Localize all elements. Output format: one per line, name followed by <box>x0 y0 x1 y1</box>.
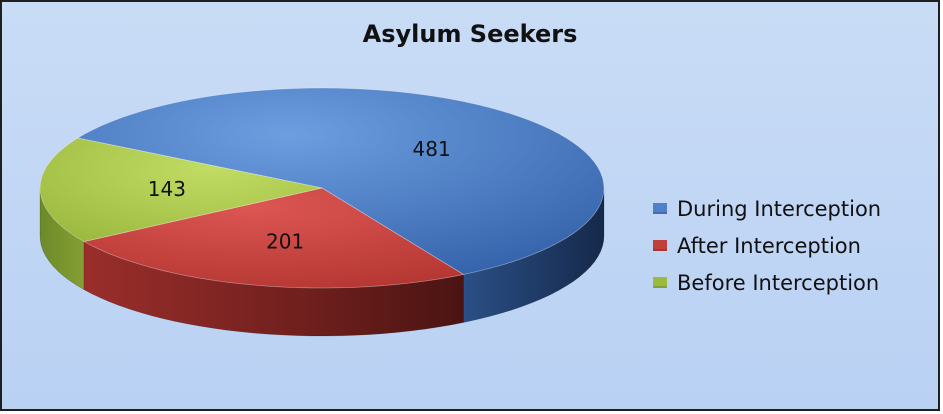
legend-swatch <box>653 240 667 251</box>
pie-slice-before <box>39 137 323 243</box>
pie-sides <box>39 187 605 337</box>
pie-side-before <box>39 187 85 291</box>
data-label-during: 481 <box>413 137 451 161</box>
legend-swatch <box>653 277 667 288</box>
legend-item-after: After Interception <box>653 227 881 264</box>
legend: During Interception After Interception B… <box>653 190 881 301</box>
pie-labels: 481 201 143 <box>148 137 451 253</box>
data-label-before: 143 <box>148 177 186 201</box>
legend-swatch <box>653 203 667 214</box>
legend-item-before: Before Interception <box>653 264 881 301</box>
pie-tops <box>39 87 605 289</box>
legend-label: After Interception <box>677 233 861 258</box>
chart-title: Asylum Seekers <box>362 20 578 48</box>
pie-slice-after <box>82 187 465 289</box>
legend-label: Before Interception <box>677 270 880 295</box>
pie-slice-during <box>76 87 605 275</box>
legend-label: During Interception <box>677 196 882 221</box>
legend-item-during: During Interception <box>653 190 881 227</box>
data-label-after: 201 <box>266 229 304 253</box>
